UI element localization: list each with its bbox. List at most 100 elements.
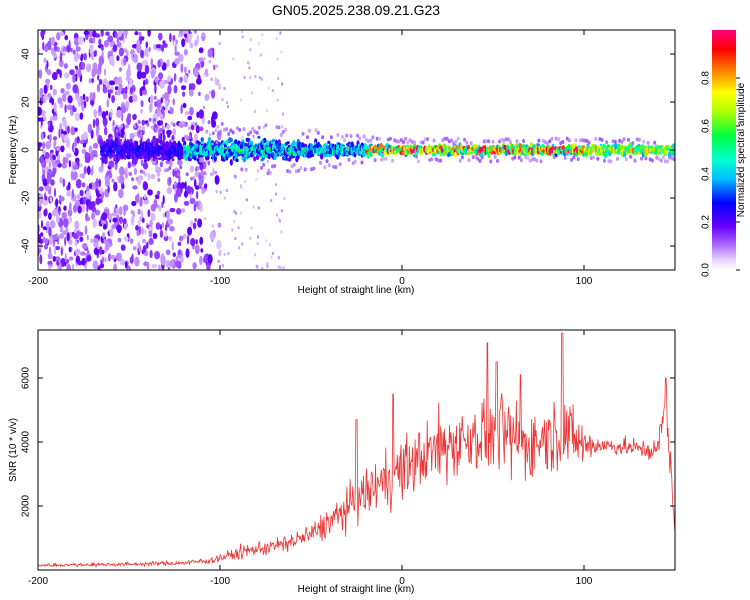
spectrogram-band-blob bbox=[267, 154, 271, 160]
spectrogram-noise-blob bbox=[84, 225, 88, 236]
spectrogram-speckle bbox=[223, 196, 226, 200]
spectrogram-speckle bbox=[257, 41, 260, 45]
spectrogram-halo-blob bbox=[194, 122, 198, 127]
spectrogram-speckle bbox=[233, 219, 236, 223]
spectrogram-noise-blob bbox=[156, 99, 162, 109]
spectrogram-noise-blob bbox=[133, 53, 139, 64]
spectrogram-halo-blob bbox=[336, 133, 340, 137]
spectrogram-noise-blob bbox=[192, 222, 197, 230]
spectrogram-noise-blob bbox=[194, 133, 198, 142]
spectrogram-halo-blob bbox=[471, 155, 475, 160]
spectrogram-speckle bbox=[259, 53, 262, 57]
spectrogram-speckle bbox=[270, 255, 273, 259]
spectrogram-halo-blob bbox=[351, 161, 355, 166]
spectrogram-noise-blob bbox=[166, 129, 172, 136]
spectrogram-noise-blob bbox=[198, 47, 204, 54]
spectrogram-halo-blob bbox=[161, 125, 165, 130]
spectrogram-band-blob bbox=[327, 140, 331, 144]
spectrogram-noise-blob bbox=[81, 190, 84, 197]
spectrogram-noise-blob bbox=[40, 131, 44, 140]
spectrogram-noise-blob bbox=[156, 168, 161, 178]
spectrogram-halo-blob bbox=[118, 178, 121, 183]
snr-plot-area bbox=[38, 330, 675, 570]
spectrogram-noise-blob bbox=[92, 91, 96, 101]
spectrogram-noise-blob bbox=[103, 238, 107, 244]
spectrogram-noise-blob bbox=[49, 84, 53, 90]
spectrogram-noise-blob bbox=[116, 109, 122, 118]
spectrogram-noise-blob bbox=[162, 212, 166, 218]
spectrogram-halo-blob bbox=[476, 156, 480, 161]
spectrogram-noise-blob bbox=[199, 255, 203, 265]
spectrogram-noise-blob bbox=[91, 182, 95, 190]
spectrogram-noise-blob bbox=[155, 164, 159, 171]
spectrogram-halo-blob bbox=[227, 132, 231, 136]
spectrogram-noise-blob bbox=[66, 263, 71, 270]
spectrogram-noise-blob bbox=[95, 127, 99, 138]
spectrogram-noise-blob bbox=[56, 260, 60, 266]
spectrogram-band-blob bbox=[606, 144, 611, 148]
spectrogram-noise-blob bbox=[172, 34, 176, 42]
spectrogram-noise-blob bbox=[217, 222, 222, 228]
spectrogram-noise-blob bbox=[126, 50, 129, 57]
spectrogram-noise-blob bbox=[140, 159, 144, 167]
spectrogram-noise-blob bbox=[96, 83, 101, 93]
spectrogram-noise-blob bbox=[160, 97, 163, 104]
spectrogram-noise-blob bbox=[62, 178, 66, 188]
spectrogram-halo-blob bbox=[650, 158, 654, 163]
spectrogram-noise-blob bbox=[172, 98, 175, 106]
spectrogram-speckle bbox=[252, 205, 255, 209]
spectrogram-noise-blob bbox=[167, 218, 173, 225]
spectrogram-noise-blob bbox=[79, 139, 84, 145]
spectrogram-noise-blob bbox=[48, 37, 52, 42]
spectrogram-halo-blob bbox=[244, 167, 248, 172]
spectrogram-halo-blob bbox=[509, 140, 512, 145]
spectrogram-noise-blob bbox=[82, 142, 87, 148]
spectrogram-noise-blob bbox=[58, 59, 64, 68]
spectrogram-noise-blob bbox=[38, 106, 42, 116]
spectrogram-noise-blob bbox=[38, 69, 43, 79]
spectrogram-noise-blob bbox=[88, 145, 93, 154]
spectrogram-band-blob bbox=[152, 142, 156, 147]
spectrogram-noise-blob bbox=[54, 140, 57, 145]
spectrogram-noise-blob bbox=[134, 167, 137, 176]
spectrogram-noise-blob bbox=[204, 93, 210, 101]
spectrogram-halo-blob bbox=[273, 164, 277, 168]
spectrogram-noise-blob bbox=[141, 71, 147, 79]
spectrogram-noise-blob bbox=[99, 187, 103, 195]
spectrogram-halo-blob bbox=[539, 159, 543, 164]
spectrogram-speckle bbox=[208, 60, 211, 64]
spectrogram-noise-blob bbox=[177, 249, 181, 256]
spectrogram-noise-blob bbox=[77, 260, 83, 266]
spectrogram-band-blob bbox=[234, 139, 238, 145]
spectrogram-band-blob bbox=[123, 153, 127, 160]
spectrogram-speckle bbox=[257, 169, 259, 173]
snr-y-tick-label: 4000 bbox=[21, 430, 32, 453]
spectrogram-noise-blob bbox=[108, 160, 114, 167]
spectrogram-halo-blob bbox=[257, 125, 261, 130]
spectrogram-halo-blob bbox=[581, 138, 584, 143]
spectrogram-speckle bbox=[247, 60, 250, 64]
spectrogram-noise-blob bbox=[118, 84, 122, 95]
colorbar-tick-label: 0.0 bbox=[701, 263, 712, 277]
spectrogram-noise-blob bbox=[95, 197, 101, 206]
spectrogram-noise-blob bbox=[123, 134, 127, 139]
spectrogram-noise-blob bbox=[155, 222, 161, 230]
spectrogram-noise-blob bbox=[47, 260, 53, 265]
spectrogram-noise-blob bbox=[166, 187, 172, 195]
spectrogram-speckle bbox=[234, 237, 237, 240]
spectrogram-noise-blob bbox=[74, 240, 78, 246]
spectrogram-halo-blob bbox=[530, 157, 534, 162]
spectrogram-noise-blob bbox=[63, 63, 68, 69]
spectrogram-halo-blob bbox=[356, 133, 360, 138]
spectrogram-halo-blob bbox=[432, 138, 436, 143]
spectrogram-halo-blob bbox=[382, 156, 386, 161]
spectrogram-speckle bbox=[254, 75, 257, 78]
spectrogram-halo-blob bbox=[233, 174, 237, 179]
spectrogram-halo-blob bbox=[187, 126, 191, 131]
spectrogram-noise-blob bbox=[48, 226, 52, 237]
spectrogram-noise-blob bbox=[42, 141, 46, 150]
spectrogram-noise-blob bbox=[144, 64, 150, 75]
spectrogram-noise-blob bbox=[38, 204, 42, 212]
spectrogram-speckle bbox=[270, 199, 273, 203]
spectrogram-noise-blob bbox=[88, 183, 92, 190]
